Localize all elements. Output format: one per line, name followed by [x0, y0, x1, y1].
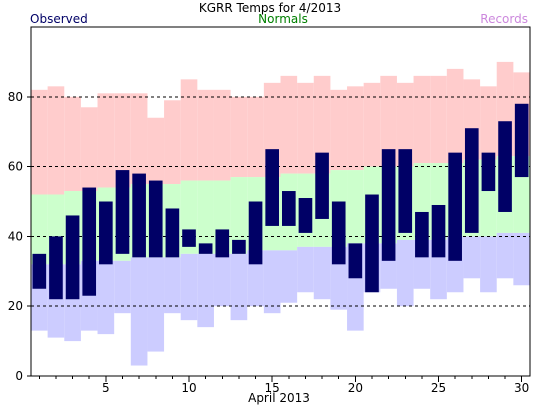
record-low-band: [496, 232, 514, 279]
normal-band: [230, 177, 248, 254]
observed-bar: [165, 208, 180, 258]
observed-bar: [381, 149, 396, 261]
record-low-band: [130, 257, 148, 366]
record-high-band: [31, 89, 48, 195]
record-high-band: [446, 68, 464, 164]
record-high-band: [413, 75, 431, 164]
chart-title: KGRR Temps for 4/2013: [199, 1, 341, 15]
legend-observed: Observed: [30, 12, 88, 26]
record-high-band: [396, 82, 414, 167]
record-high-band: [247, 96, 264, 178]
legend-records: Records: [480, 12, 528, 26]
record-high-band: [80, 107, 98, 192]
normal-band: [197, 180, 214, 254]
x-tick-label: 10: [181, 381, 196, 395]
observed-bar: [65, 215, 80, 300]
record-high-band: [430, 75, 447, 164]
record-high-band: [330, 89, 348, 171]
observed-bar: [298, 198, 313, 233]
observed-bar: [365, 194, 379, 293]
observed-bar: [49, 236, 63, 300]
observed-bar: [498, 121, 512, 212]
observed-bar: [281, 191, 296, 226]
record-low-band: [147, 257, 165, 352]
observed-bar: [398, 149, 413, 233]
y-tick-label: 40: [8, 229, 23, 243]
record-low-band: [480, 236, 497, 293]
record-high-band: [280, 75, 298, 174]
observed-bar: [431, 204, 446, 258]
y-tick-label: 20: [8, 299, 23, 313]
record-high-band: [130, 93, 148, 185]
record-high-band: [363, 82, 381, 167]
record-high-band: [347, 86, 364, 171]
record-high-band: [114, 93, 131, 188]
observed-bar: [348, 243, 363, 279]
x-tick-label: 30: [514, 381, 529, 395]
x-tick-label: 15: [265, 381, 280, 395]
record-low-band: [97, 260, 115, 335]
record-low-band: [230, 253, 248, 321]
observed-bar: [215, 229, 230, 258]
record-low-band: [463, 236, 481, 279]
record-high-band: [180, 79, 198, 181]
x-tick-label: 25: [431, 381, 446, 395]
record-high-band: [147, 117, 165, 185]
plot-frame: [30, 26, 531, 377]
record-high-band: [97, 93, 115, 188]
record-high-band: [230, 96, 248, 178]
observed-bar: [265, 149, 280, 226]
observed-bar: [315, 152, 329, 219]
observed-bar: [464, 128, 479, 233]
record-high-band: [313, 75, 331, 174]
legend-normals: Normals: [258, 12, 308, 26]
observed-bar: [448, 152, 462, 261]
x-tick-label: 20: [348, 381, 363, 395]
record-high-band: [164, 100, 181, 185]
record-low-band: [263, 250, 281, 314]
observed-bar: [232, 239, 246, 254]
record-low-band: [114, 260, 131, 314]
observed-bar: [99, 201, 113, 265]
normal-band: [31, 194, 48, 265]
observed-bar: [115, 170, 130, 254]
record-low-band: [513, 232, 530, 286]
record-low-band: [180, 253, 198, 321]
record-high-band: [480, 86, 497, 160]
y-tick-label: 80: [8, 90, 23, 104]
record-low-band: [197, 253, 214, 328]
y-tick-label: 0: [15, 369, 23, 383]
observed-bar: [514, 103, 529, 178]
y-tick-label: 60: [8, 160, 23, 174]
observed-bar: [248, 201, 263, 265]
record-low-band: [213, 253, 231, 307]
x-tick-label: 5: [102, 381, 110, 395]
normal-band: [347, 170, 364, 244]
record-low-band: [164, 257, 181, 314]
observed-bar: [132, 173, 146, 258]
observed-bar: [148, 180, 163, 258]
record-low-band: [297, 246, 314, 293]
record-high-band: [380, 75, 397, 167]
x-axis-label: April 2013: [248, 391, 310, 405]
observed-bar: [481, 152, 496, 192]
observed-bar: [415, 211, 429, 258]
record-low-band: [313, 246, 331, 300]
observed-bar: [82, 187, 97, 296]
record-high-band: [64, 96, 81, 192]
record-high-band: [297, 82, 314, 174]
observed-bar: [198, 243, 213, 254]
observed-bar: [32, 253, 47, 289]
plot-area: 0 20 40 60 80 5 10 15 20 25 30: [8, 26, 531, 395]
record-high-band: [47, 86, 65, 195]
observed-bar: [331, 201, 346, 265]
record-high-band: [197, 89, 214, 181]
observed-bar: [182, 229, 196, 247]
record-low-band: [280, 250, 298, 303]
record-low-band: [396, 239, 414, 307]
record-high-band: [213, 89, 231, 181]
